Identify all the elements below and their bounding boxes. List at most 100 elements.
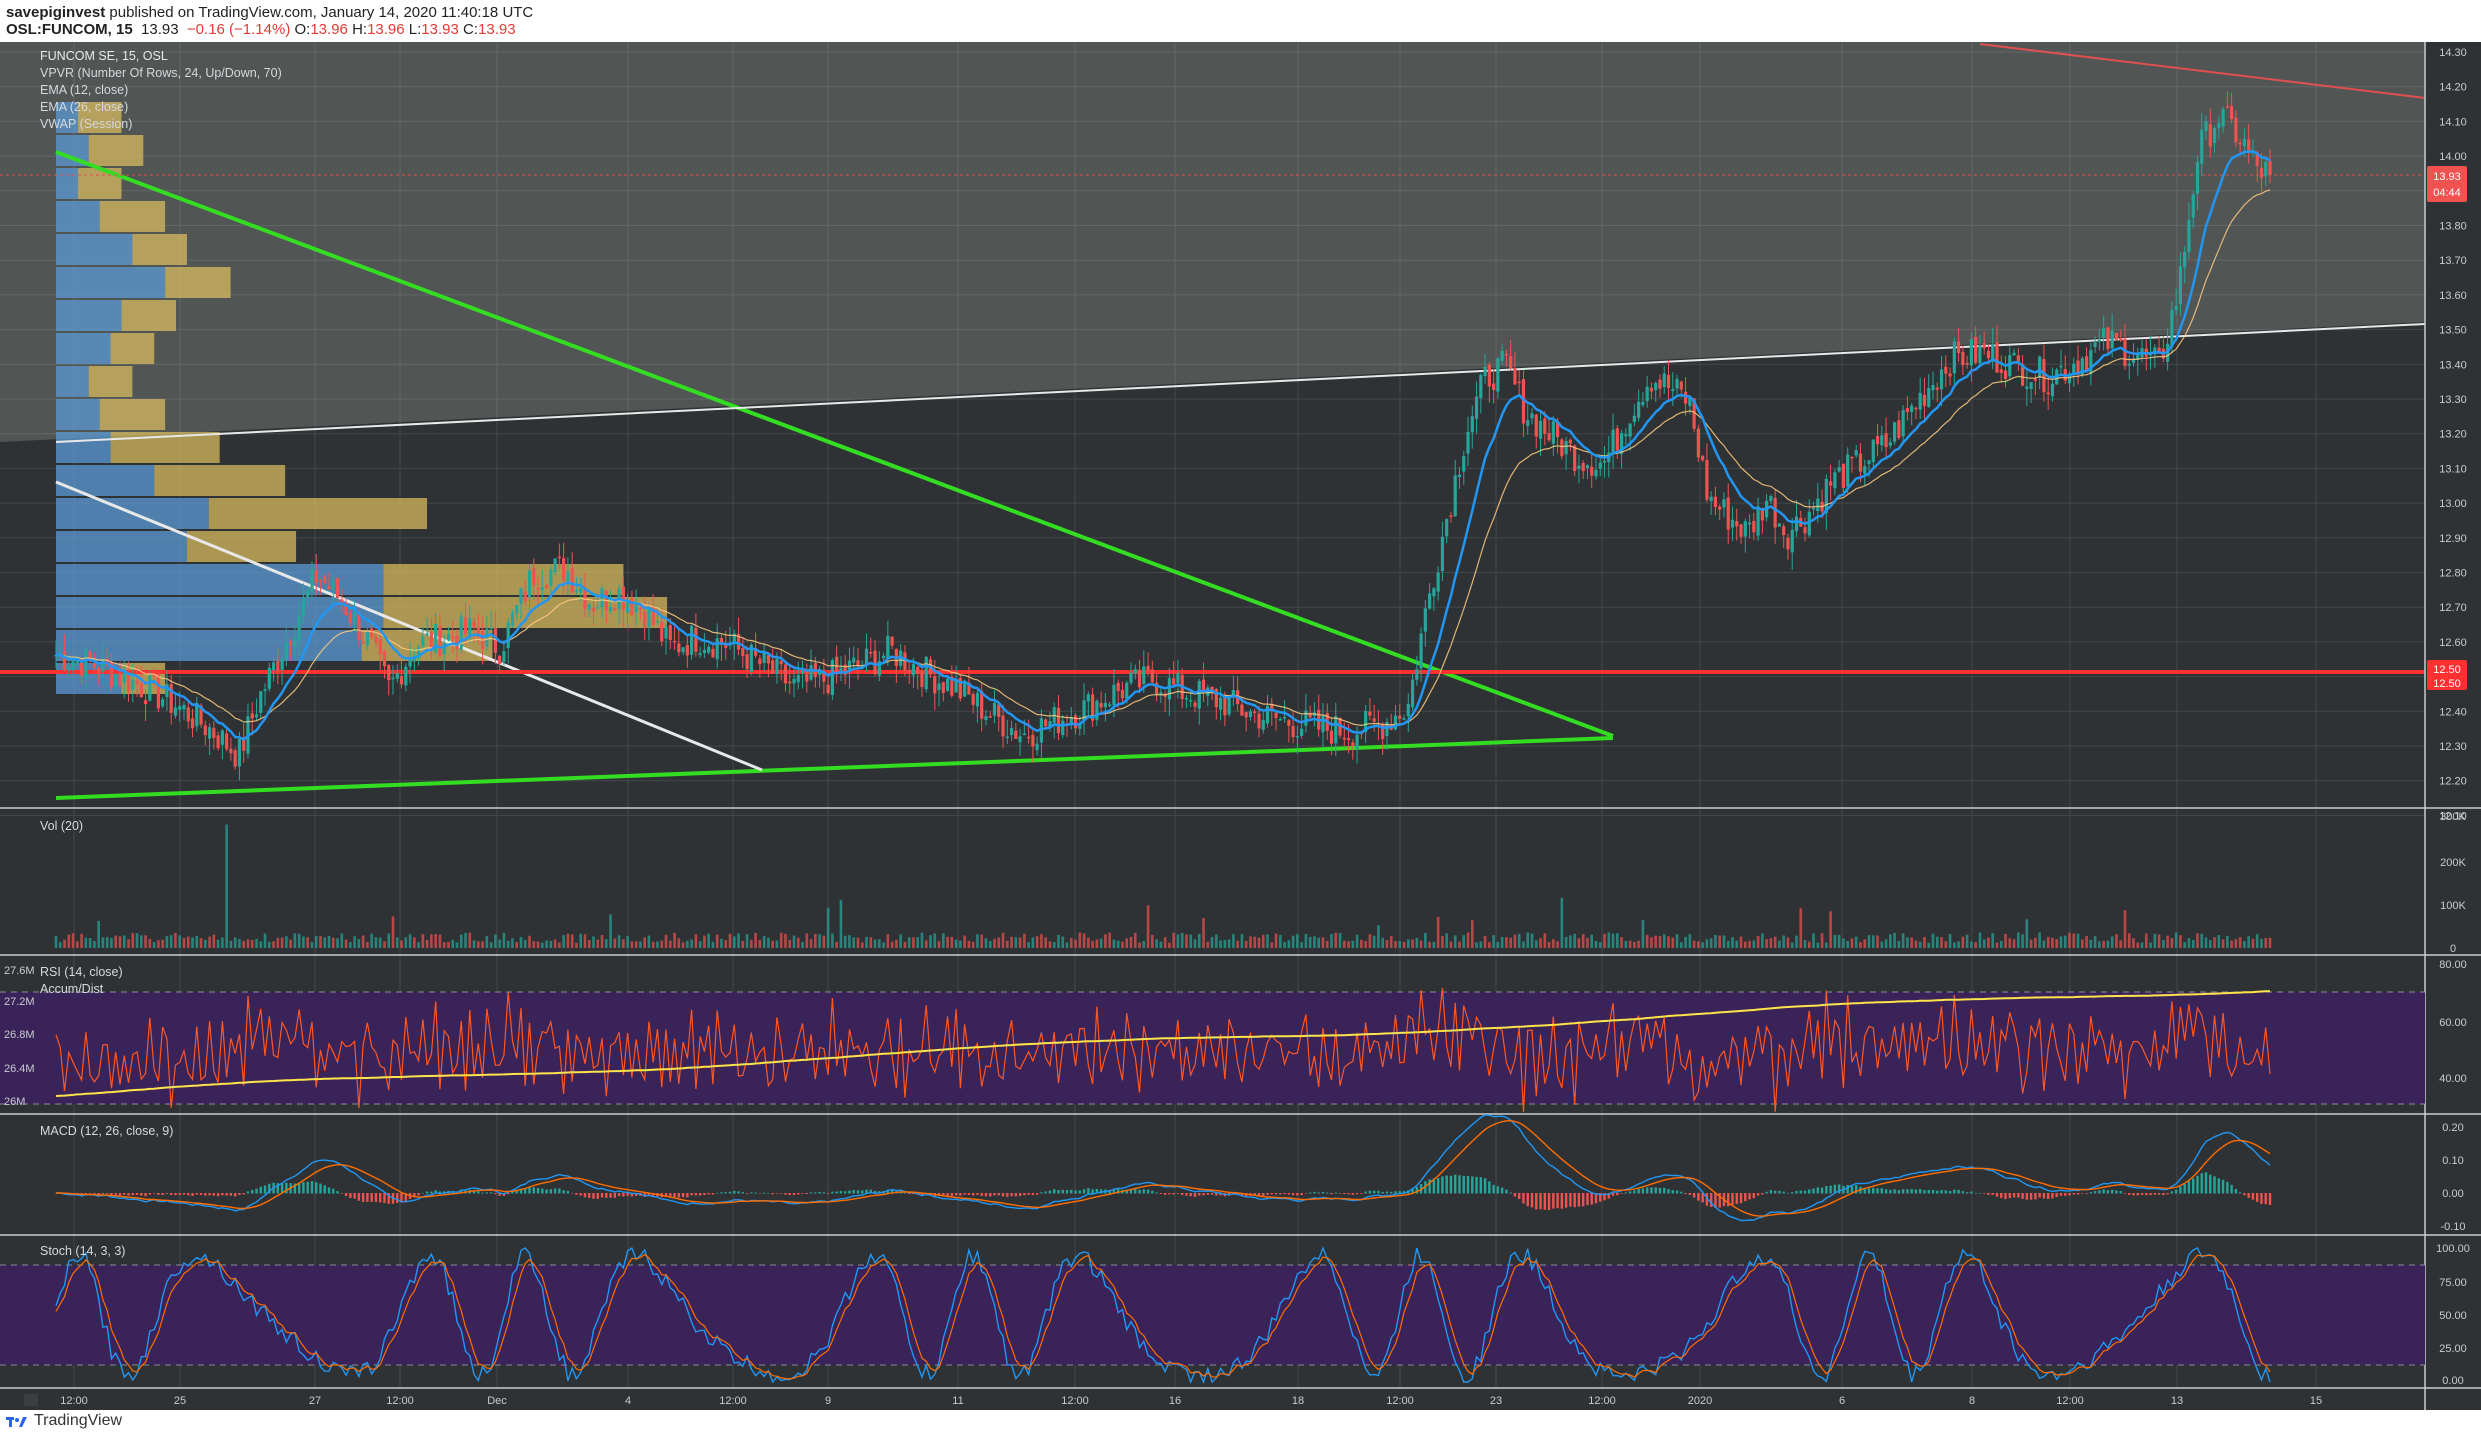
macd-hist-bar [2029,1193,2033,1200]
level-price-tag[interactable]: 12.50 12.50 [2427,660,2467,690]
volume-bar [1564,936,1568,948]
candle-body [79,662,84,677]
macd-hist-bar [229,1193,233,1196]
macd-hist-bar [2264,1193,2267,1205]
macd-hist-bar [797,1193,800,1195]
candle-body [698,653,702,656]
main-pane[interactable] [0,42,2425,800]
candle-body [1628,423,1632,437]
upper-channel-shade [0,42,2425,442]
candle-body [1547,432,1551,441]
macd-hist-bar [2192,1178,2195,1194]
candle-body [651,606,655,625]
volume-bar [174,932,177,948]
volume-bar [2034,937,2037,948]
volume-bar [485,936,489,948]
candle-body [161,699,165,707]
volume-bar [822,935,826,948]
candle-body [732,633,736,643]
volume-bar [1790,942,1794,948]
timezone-button[interactable] [24,1394,38,1406]
candle-body [506,622,510,648]
macd-hist-bar [1343,1193,1346,1195]
candle-body [203,725,207,736]
volume-bar [988,941,992,948]
macd-hist-bar [1458,1175,1461,1194]
macd-hist-bar [788,1193,791,1196]
candle-body [1223,694,1227,716]
volume-bar [1773,936,1777,948]
macd-hist-bar [1867,1188,1871,1194]
volume-bar [1577,938,1581,948]
candle-body [139,682,143,698]
macd-hist-bar [2093,1190,2097,1194]
rsi-line [55,988,2271,1113]
candle-body [1671,389,1675,391]
macd-hist-bar [762,1192,766,1194]
candle-body [523,591,527,601]
candle-body [2157,347,2161,353]
candle-body [1683,391,1688,404]
volume-bar [2008,938,2012,948]
x-tick-label: 18 [1292,1395,1304,1407]
candle-body [169,684,173,713]
macd-hist-bar [1390,1191,1393,1194]
volume-bar [1389,935,1393,948]
volume-bar [890,941,894,948]
volume-bar [848,935,851,948]
volume-bar [1287,940,1291,948]
candle-body [1487,364,1491,387]
macd-hist-bar [1808,1189,1811,1194]
macd-line [55,1114,2271,1222]
candle-body [1538,420,1543,439]
macd-hist-bar [2145,1193,2148,1196]
volume-bar [2042,940,2046,948]
y-tick-label: 12.70 [2439,602,2467,614]
descending-trendline[interactable] [55,150,1614,738]
volume-bar [1552,939,1555,948]
chart-canvas[interactable]: FUNCOM SE, 15, OSL VPVR (Number Of Rows,… [0,42,2481,1410]
stoch-band [0,1265,2425,1365]
volume-bar [728,933,732,948]
channel-line[interactable] [55,323,2425,443]
macd-hist-bar [1270,1193,1273,1195]
resistance-line[interactable] [1979,43,2425,99]
volume-bar [634,941,638,948]
volume-bar [1146,905,1150,948]
volume-bar [2012,939,2016,948]
volume-bar [1726,940,1730,948]
volume-bar [1769,938,1773,948]
last-value: 13.93 [141,21,179,38]
candle-body [2038,356,2042,378]
white-trendline[interactable] [55,480,763,772]
macd-hist-bar [1099,1189,1103,1194]
footer-brand[interactable]: TradingView [6,1412,122,1430]
candle-body [271,662,276,671]
macd-hist-bar [101,1193,105,1194]
macd-hist-bar [1381,1191,1384,1194]
macd-hist-bar [652,1193,655,1197]
macd-hist-bar [263,1185,267,1194]
volume-bar [413,937,416,948]
macd-hist-bar [720,1192,723,1194]
ascending-trendline[interactable] [55,736,1614,800]
candle-body [1803,527,1807,534]
macd-hist-bar [1910,1189,1913,1194]
volume-bar [809,939,813,948]
macd-hist-bar [1705,1193,1709,1206]
candle-body [2127,363,2131,366]
macd-hist-bar [1931,1189,1935,1194]
publisher-name[interactable]: savepiginvest [6,4,106,21]
macd-hist-bar [494,1193,497,1195]
volume-bar [1914,940,1918,948]
macd-hist-bar [2128,1193,2131,1195]
candle-body [1517,381,1521,384]
volume-bar [199,938,203,948]
accum-dist-line [55,990,2271,1097]
last-price-tag[interactable]: 13.93 04:44 [2427,166,2467,202]
x-tick-label: Dec [487,1395,507,1407]
left-tick-label: 27.6M [4,965,35,977]
macd-hist-bar [852,1189,855,1194]
macd-hist-bar [1547,1193,1551,1210]
macd-hist-bar [1368,1190,1372,1194]
